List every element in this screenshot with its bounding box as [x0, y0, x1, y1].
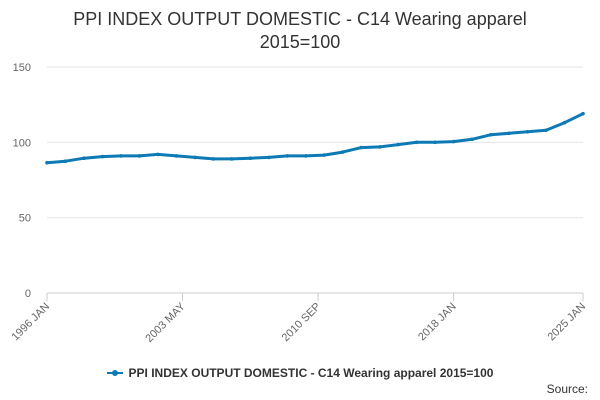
legend[interactable]: PPI INDEX OUTPUT DOMESTIC - C14 Wearing … [0, 366, 600, 380]
data-point [119, 154, 123, 158]
data-point [211, 157, 216, 161]
data-point [470, 137, 474, 142]
series-line [45, 112, 585, 165]
data-point [359, 145, 364, 150]
data-point [304, 154, 308, 158]
data-point [396, 142, 401, 147]
data-point [525, 130, 530, 134]
legend-line-marker-icon [106, 369, 123, 376]
data-point [193, 155, 197, 160]
data-point [433, 140, 437, 145]
data-point [137, 154, 142, 158]
data-point [544, 128, 548, 133]
legend-label: PPI INDEX OUTPUT DOMESTIC - C14 Wearing … [128, 366, 494, 380]
data-point [322, 153, 327, 157]
chart-title-line-2: 2015=100 [259, 32, 341, 52]
data-point [45, 160, 49, 165]
data-point [230, 157, 234, 161]
data-point [82, 156, 86, 160]
x-tick-label: 2025 JAN [545, 301, 588, 344]
data-point [267, 155, 271, 160]
data-point [451, 139, 456, 144]
data-point [174, 154, 179, 158]
data-point [156, 152, 160, 157]
x-tick-label: 2018 JAN [416, 301, 459, 344]
x-tick-label: 1996 JAN [9, 301, 52, 344]
data-point [581, 111, 585, 116]
source-label: Source: [546, 382, 588, 396]
data-point [63, 159, 68, 163]
data-point [100, 154, 105, 159]
x-tick-label: 2010 SEP [280, 301, 324, 345]
data-point [285, 154, 290, 158]
data-point [377, 145, 382, 149]
y-tick-label: 50 [19, 213, 31, 225]
y-tick-label: 100 [13, 137, 31, 149]
data-point [414, 140, 419, 145]
chart-title-line-1: PPI INDEX OUTPUT DOMESTIC - C14 Wearing … [73, 9, 527, 29]
data-point [248, 156, 253, 160]
y-tick-label: 150 [13, 62, 31, 74]
x-tick-label: 2003 MAY [143, 300, 188, 345]
y-tick-label: 0 [25, 288, 31, 300]
data-point [340, 150, 345, 154]
data-point [562, 120, 567, 125]
data-point [507, 131, 511, 136]
chart-title: PPI INDEX OUTPUT DOMESTIC - C14 Wearing … [0, 8, 600, 54]
data-point [488, 133, 493, 137]
